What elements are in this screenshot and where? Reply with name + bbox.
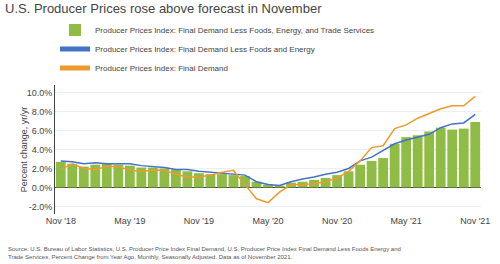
svg-text:Nov '18: Nov '18 (46, 216, 76, 226)
svg-text:8.0%: 8.0% (32, 107, 53, 117)
svg-text:Nov '21: Nov '21 (460, 216, 490, 226)
svg-text:May '19: May '19 (114, 216, 145, 226)
svg-text:Producer Prices Index: Final D: Producer Prices Index: Final Demand Less… (95, 26, 374, 35)
svg-text:U.S. Producer Prices rose abov: U.S. Producer Prices rose above forecast… (5, 1, 322, 16)
svg-text:May '20: May '20 (252, 216, 283, 226)
svg-text:Nov '19: Nov '19 (184, 216, 214, 226)
svg-text:-2.0%: -2.0% (29, 202, 53, 212)
svg-text:4.0%: 4.0% (32, 145, 53, 155)
svg-text:10.0%: 10.0% (27, 88, 53, 98)
svg-text:2.0%: 2.0% (32, 164, 53, 174)
svg-text:Producer Prices Index: Final D: Producer Prices Index: Final Demand (95, 64, 228, 73)
svg-text:Percent change, yr/yr: Percent change, yr/yr (19, 107, 29, 193)
svg-text:May '21: May '21 (391, 216, 422, 226)
svg-text:0.0%: 0.0% (32, 183, 53, 193)
svg-text:6.0%: 6.0% (32, 126, 53, 136)
svg-text:Nov '20: Nov '20 (322, 216, 352, 226)
svg-text:Producer Prices Index: Final D: Producer Prices Index: Final Demand Less… (95, 45, 315, 54)
svg-text:Source: U.S. Bureau of Labor S: Source: U.S. Bureau of Labor Statistics,… (8, 246, 401, 260)
